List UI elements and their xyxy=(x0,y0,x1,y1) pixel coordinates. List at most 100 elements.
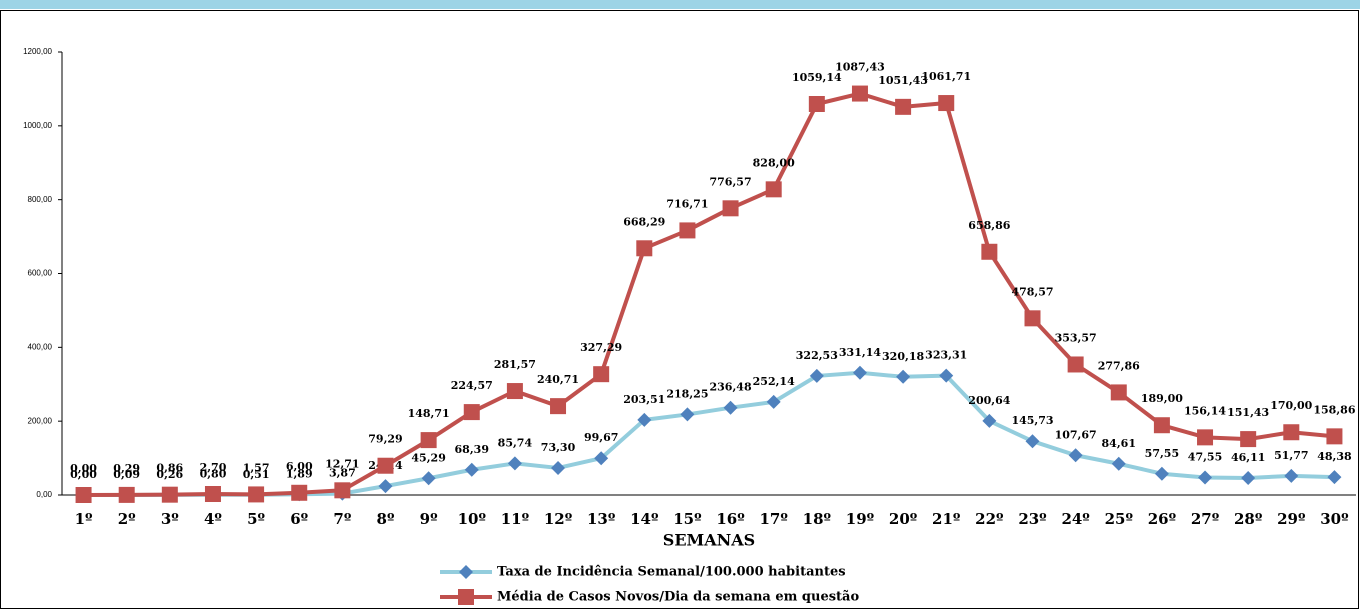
data-label: 0,00 xyxy=(70,468,97,481)
legend-marker xyxy=(459,565,473,579)
data-label: 236,48 xyxy=(710,381,752,394)
data-label: 57,55 xyxy=(1145,447,1179,460)
x-tick-label: 9º xyxy=(420,510,438,528)
data-label: 48,38 xyxy=(1317,450,1352,463)
data-label: 331,14 xyxy=(839,346,881,359)
x-tick-label: 19º xyxy=(846,510,875,528)
data-label: 668,29 xyxy=(623,215,665,228)
data-label: 828,00 xyxy=(753,156,795,169)
data-label: 218,25 xyxy=(666,387,708,400)
data-label: 0,29 xyxy=(113,462,140,475)
x-axis-title: SEMANAS xyxy=(663,531,755,550)
data-point xyxy=(1284,468,1299,483)
y-tick-label: 1200,00 xyxy=(23,47,52,56)
data-label: 3,87 xyxy=(329,467,356,480)
data-point xyxy=(766,394,781,409)
data-point xyxy=(765,181,782,198)
x-tick-label: 17º xyxy=(760,510,789,528)
data-label: 323,31 xyxy=(925,349,967,362)
data-label: 85,74 xyxy=(498,436,533,449)
x-tick-label: 5º xyxy=(247,510,265,528)
x-tick-label: 29º xyxy=(1277,510,1306,528)
x-tick-label: 12º xyxy=(544,510,573,528)
data-label: 170,00 xyxy=(1270,399,1312,412)
data-point xyxy=(334,482,351,499)
data-point xyxy=(378,479,393,494)
x-tick-label: 23º xyxy=(1018,510,1047,528)
data-point xyxy=(1068,448,1083,463)
data-point xyxy=(982,413,997,428)
data-label: 145,73 xyxy=(1011,414,1053,427)
data-point xyxy=(464,462,479,477)
data-point xyxy=(809,368,824,383)
data-label: 73,30 xyxy=(541,441,576,454)
data-point xyxy=(1283,424,1300,441)
data-point xyxy=(637,412,652,427)
data-point xyxy=(1240,431,1257,448)
x-tick-label: 30º xyxy=(1320,510,1349,528)
data-label: 156,14 xyxy=(1184,404,1226,417)
data-label: 327,29 xyxy=(580,341,622,354)
data-point xyxy=(1024,310,1041,327)
data-point xyxy=(1197,429,1214,446)
data-label: 0,86 xyxy=(156,462,183,475)
data-label: 277,86 xyxy=(1098,359,1140,372)
x-tick-label: 15º xyxy=(673,510,702,528)
data-point xyxy=(1154,466,1169,481)
x-tick-label: 8º xyxy=(377,510,395,528)
data-label: 281,57 xyxy=(494,358,536,371)
x-tick-label: 3º xyxy=(161,510,179,528)
data-point xyxy=(118,486,135,503)
data-label: 776,57 xyxy=(710,175,752,188)
data-label: 6,00 xyxy=(286,460,313,473)
data-label: 0,09 xyxy=(113,468,140,481)
data-point xyxy=(594,451,609,466)
y-tick-label: 600,00 xyxy=(28,269,53,278)
x-tick-label: 4º xyxy=(204,510,222,528)
y-tick-label: 0,00 xyxy=(36,490,52,499)
data-point xyxy=(593,366,610,383)
data-label: 12,71 xyxy=(325,457,359,470)
x-tick-label: 1º xyxy=(75,510,93,528)
y-tick-label: 200,00 xyxy=(28,416,53,425)
x-tick-label: 25º xyxy=(1105,510,1134,528)
x-tick-label: 13º xyxy=(587,510,616,528)
data-label: 99,67 xyxy=(584,431,618,444)
data-label: 79,29 xyxy=(368,433,402,446)
x-tick-label: 24º xyxy=(1061,510,1090,528)
data-point xyxy=(808,96,825,113)
data-label: 322,53 xyxy=(796,349,838,362)
data-label: 47,55 xyxy=(1188,450,1222,463)
data-label: 46,11 xyxy=(1231,451,1265,464)
data-label: 0,00 xyxy=(70,462,97,475)
header-band xyxy=(0,0,1360,9)
x-tick-label: 6º xyxy=(290,510,308,528)
data-point xyxy=(723,400,738,415)
data-label: 478,57 xyxy=(1011,285,1053,298)
x-tick-label: 18º xyxy=(803,510,832,528)
data-point xyxy=(851,85,868,102)
x-tick-label: 11º xyxy=(501,510,530,528)
chart-frame xyxy=(0,10,1359,609)
data-label: 200,64 xyxy=(968,394,1010,407)
x-tick-label: 26º xyxy=(1148,510,1177,528)
data-point xyxy=(1153,417,1170,434)
data-point xyxy=(1067,356,1084,373)
data-point xyxy=(377,457,394,474)
data-label: 224,57 xyxy=(451,379,493,392)
data-point xyxy=(75,487,92,503)
legend-label: Média de Casos Novos/Dia da semana em qu… xyxy=(497,590,859,605)
data-label: 240,71 xyxy=(537,373,579,386)
x-tick-label: 14º xyxy=(630,510,659,528)
data-point xyxy=(421,471,436,486)
data-point xyxy=(161,486,178,503)
data-label: 0,26 xyxy=(156,468,183,481)
data-label: 658,86 xyxy=(968,219,1010,232)
x-tick-label: 10º xyxy=(458,510,487,528)
data-point xyxy=(636,240,653,257)
data-label: 51,77 xyxy=(1274,449,1308,462)
data-label: 151,43 xyxy=(1227,406,1269,419)
data-point xyxy=(248,486,265,503)
data-label: 68,39 xyxy=(455,443,489,456)
